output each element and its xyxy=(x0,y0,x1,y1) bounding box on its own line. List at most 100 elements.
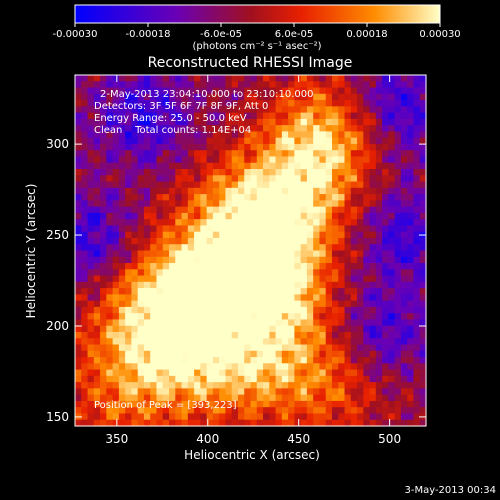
heatmap-cell xyxy=(87,256,95,264)
heatmap-cell xyxy=(181,419,189,427)
heatmap-cell xyxy=(394,75,402,82)
heatmap-cell xyxy=(181,118,189,126)
heatmap-cell xyxy=(263,244,270,252)
heatmap-cell xyxy=(357,357,364,364)
heatmap-cell xyxy=(400,112,408,120)
heatmap-cell xyxy=(363,143,371,151)
heatmap-cell xyxy=(231,275,239,283)
heatmap-cell xyxy=(357,206,364,214)
heatmap-cell xyxy=(200,75,208,82)
heatmap-cell xyxy=(169,294,176,302)
heatmap-cell xyxy=(231,419,239,427)
heatmap-cell xyxy=(357,106,364,114)
heatmap-cell xyxy=(106,137,114,145)
heatmap-cell xyxy=(350,300,358,308)
heatmap-cell xyxy=(112,338,120,346)
heatmap-cell xyxy=(143,331,151,339)
heatmap-cell xyxy=(137,338,145,346)
heatmap-cell xyxy=(281,357,289,364)
heatmap-cell xyxy=(100,194,107,201)
heatmap-cell xyxy=(256,275,264,283)
heatmap-cell xyxy=(300,162,308,170)
heatmap-cell xyxy=(263,162,270,170)
heatmap-cell xyxy=(300,231,308,239)
heatmap-cell xyxy=(294,394,302,402)
heatmap-cell xyxy=(269,162,277,170)
heatmap-cell xyxy=(382,75,389,82)
heatmap-cell xyxy=(275,363,283,371)
heatmap-cell xyxy=(288,143,295,151)
heatmap-cell xyxy=(169,137,176,145)
heatmap-cell xyxy=(137,200,145,208)
heatmap-cell xyxy=(256,363,264,371)
heatmap-cell xyxy=(206,131,214,139)
heatmap-cell xyxy=(369,263,377,270)
heatmap-cell xyxy=(206,394,214,402)
heatmap-cell xyxy=(162,407,170,415)
heatmap-cell xyxy=(306,275,314,283)
heatmap-cell xyxy=(162,319,170,327)
heatmap-cell xyxy=(225,263,233,270)
heatmap-cell xyxy=(150,131,158,139)
heatmap-cell xyxy=(350,162,358,170)
heatmap-cell xyxy=(350,200,358,208)
heatmap-cell xyxy=(81,225,89,233)
heatmap-cell xyxy=(118,269,126,277)
heatmap-cell xyxy=(112,363,120,371)
heatmap-cell xyxy=(375,256,383,264)
heatmap-cell xyxy=(256,112,264,120)
heatmap-cell xyxy=(81,244,89,252)
heatmap-cell xyxy=(250,194,258,201)
heatmap-cell xyxy=(263,143,270,151)
heatmap-cell xyxy=(357,313,364,321)
heatmap-cell xyxy=(407,100,415,107)
heatmap-cell xyxy=(237,81,245,89)
heatmap-cell xyxy=(150,369,158,377)
heatmap-cell xyxy=(288,363,295,371)
heatmap-cell xyxy=(194,250,201,258)
heatmap-cell xyxy=(375,394,383,402)
heatmap-cell xyxy=(275,344,283,352)
heatmap-cell xyxy=(87,363,95,371)
heatmap-cell xyxy=(237,212,245,220)
heatmap-cell xyxy=(357,169,364,176)
heatmap-cell xyxy=(169,212,176,220)
heatmap-cell xyxy=(194,137,201,145)
heatmap-cell xyxy=(118,125,126,133)
heatmap-cell xyxy=(275,100,283,107)
heatmap-cell xyxy=(143,281,151,289)
heatmap-cell xyxy=(313,338,321,346)
heatmap-cell xyxy=(344,338,352,346)
heatmap-cell xyxy=(388,112,396,120)
heatmap-cell xyxy=(294,75,302,82)
heatmap-cell xyxy=(181,344,189,352)
heatmap-cell xyxy=(263,313,270,321)
heatmap-cell xyxy=(237,169,245,176)
heatmap-cell xyxy=(419,269,427,277)
heatmap-cell xyxy=(212,237,220,245)
heatmap-cell xyxy=(225,269,233,277)
heatmap-cell xyxy=(369,288,377,295)
heatmap-cell xyxy=(269,118,277,126)
heatmap-cell xyxy=(187,206,195,214)
heatmap-cell xyxy=(244,106,252,114)
heatmap-cell xyxy=(382,194,389,201)
heatmap-cell xyxy=(81,294,89,302)
heatmap-cell xyxy=(394,400,402,408)
heatmap-cell xyxy=(294,407,302,415)
heatmap-cell xyxy=(369,118,377,126)
heatmap-cell xyxy=(250,394,258,402)
heatmap-cell xyxy=(325,219,333,227)
heatmap-cell xyxy=(106,369,114,377)
heatmap-cell xyxy=(143,200,151,208)
heatmap-cell xyxy=(263,125,270,133)
heatmap-cell xyxy=(394,219,402,227)
heatmap-cell xyxy=(125,81,133,89)
heatmap-cell xyxy=(250,313,258,321)
heatmap-cell xyxy=(225,194,233,201)
heatmap-cell xyxy=(219,281,227,289)
heatmap-cell xyxy=(394,200,402,208)
heatmap-cell xyxy=(81,100,89,107)
heatmap-cell xyxy=(382,156,389,164)
heatmap-cell xyxy=(106,206,114,214)
